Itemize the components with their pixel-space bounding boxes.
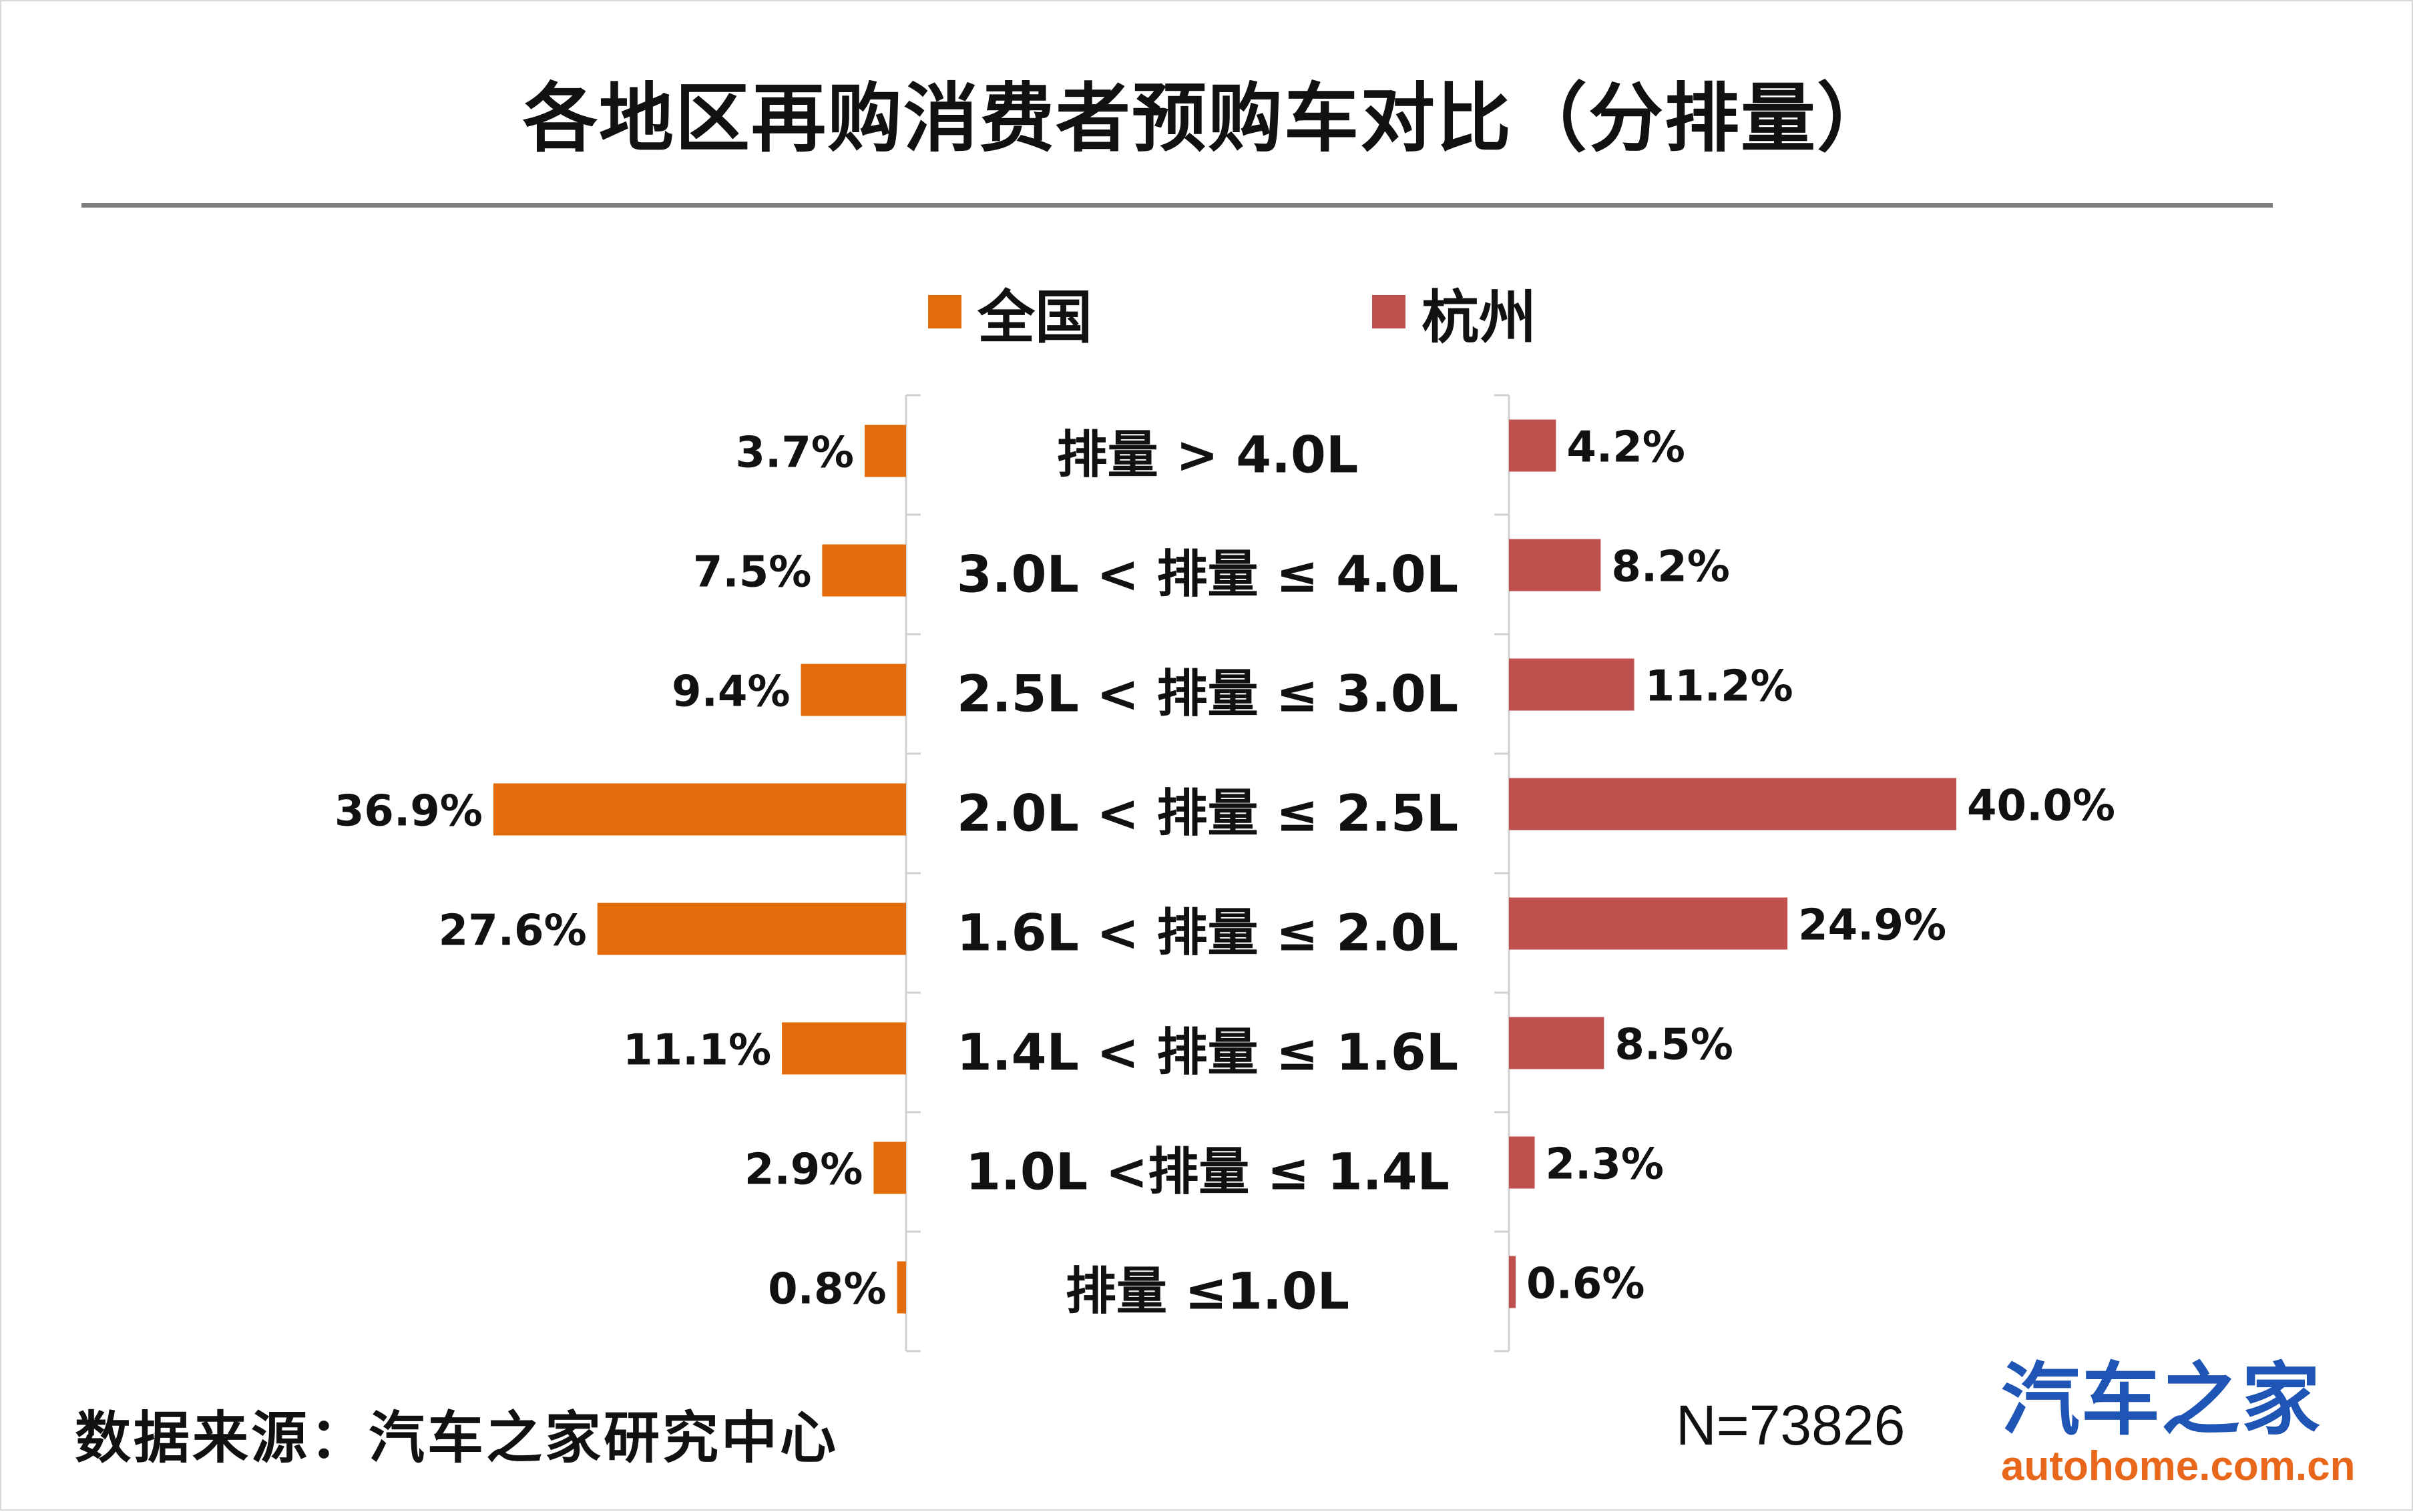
bar-hangzhou bbox=[1509, 778, 1956, 830]
bar-national bbox=[782, 1022, 906, 1075]
value-label-hangzhou: 8.2% bbox=[1611, 543, 1730, 592]
bar-hangzhou bbox=[1509, 1256, 1516, 1308]
value-label-hangzhou: 0.6% bbox=[1526, 1260, 1645, 1309]
value-label-national: 11.1% bbox=[623, 1026, 771, 1075]
title-divider bbox=[81, 203, 2273, 208]
value-label-hangzhou: 24.9% bbox=[1798, 901, 1946, 951]
legend-swatch-national bbox=[928, 295, 961, 328]
value-label-national: 2.9% bbox=[744, 1146, 863, 1195]
logo-url: autohome.com.cn bbox=[2001, 1443, 2356, 1489]
value-label-hangzhou: 4.2% bbox=[1566, 423, 1685, 473]
autohome-logo: 汽车之家 autohome.com.cn bbox=[2001, 1356, 2362, 1497]
category-label: 3.0L < 排量 ≤ 4.0L bbox=[957, 545, 1458, 604]
bar-hangzhou bbox=[1509, 539, 1601, 591]
category-label: 排量 > 4.0L bbox=[1057, 425, 1359, 485]
logo-wordmark: 汽车之家 bbox=[2001, 1354, 2322, 1446]
bar-national bbox=[597, 903, 906, 955]
value-label-hangzhou: 8.5% bbox=[1614, 1021, 1733, 1070]
value-label-national: 7.5% bbox=[693, 548, 812, 597]
value-label-national: 3.7% bbox=[736, 429, 855, 478]
legend-item-national: 全国 bbox=[928, 268, 1092, 355]
value-label-national: 27.6% bbox=[439, 907, 587, 956]
legend-label-national: 全国 bbox=[977, 284, 1092, 351]
category-label: 1.0L <排量 ≤ 1.4L bbox=[965, 1142, 1450, 1202]
bar-national bbox=[873, 1142, 906, 1194]
value-label-hangzhou: 2.3% bbox=[1546, 1140, 1665, 1190]
bar-national bbox=[493, 783, 906, 836]
value-label-hangzhou: 11.2% bbox=[1645, 662, 1793, 712]
data-source-note: 数据来源：汽车之家研究中心 bbox=[75, 1405, 839, 1471]
bar-national bbox=[801, 664, 906, 716]
value-label-national: 9.4% bbox=[672, 668, 791, 717]
bar-hangzhou bbox=[1509, 1017, 1604, 1069]
category-label: 2.0L < 排量 ≤ 2.5L bbox=[957, 784, 1458, 843]
value-label-hangzhou: 40.0% bbox=[1967, 782, 2115, 831]
bar-hangzhou bbox=[1509, 419, 1556, 472]
sample-size-note: N=73826 bbox=[1676, 1394, 1906, 1457]
legend-item-hangzhou: 杭州 bbox=[1372, 268, 1536, 355]
category-label: 1.4L < 排量 ≤ 1.6L bbox=[957, 1023, 1458, 1082]
bar-national bbox=[897, 1261, 906, 1314]
bar-hangzhou bbox=[1509, 658, 1634, 711]
legend-swatch-hangzhou bbox=[1372, 295, 1405, 328]
category-label: 排量 ≤1.0L bbox=[1066, 1262, 1349, 1321]
bar-hangzhou bbox=[1509, 1136, 1535, 1189]
legend-label-hangzhou: 杭州 bbox=[1421, 284, 1536, 351]
bar-national bbox=[822, 544, 906, 597]
category-label: 2.5L < 排量 ≤ 3.0L bbox=[957, 664, 1458, 724]
chart-title: 各地区再购消费者预购车对比（分排量） bbox=[523, 75, 1893, 162]
value-label-national: 0.8% bbox=[768, 1265, 887, 1314]
value-label-national: 36.9% bbox=[335, 787, 483, 836]
bar-national bbox=[865, 425, 906, 477]
bar-hangzhou bbox=[1509, 897, 1788, 950]
category-label: 1.6L < 排量 ≤ 2.0L bbox=[957, 903, 1458, 963]
